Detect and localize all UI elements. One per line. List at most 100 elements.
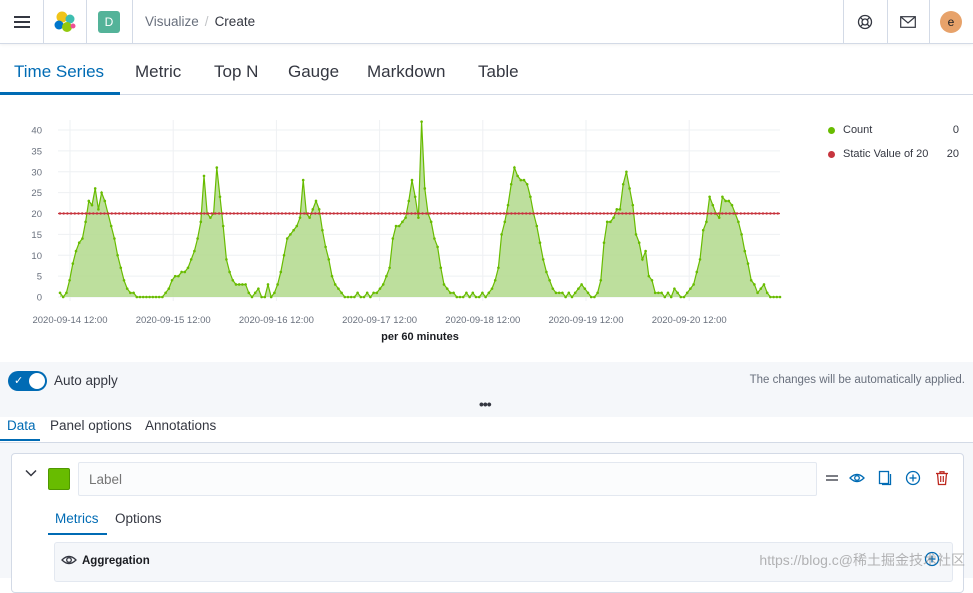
static-data-point [114, 212, 117, 215]
series-color-swatch[interactable] [48, 468, 70, 490]
tab-top-n[interactable]: Top N [214, 62, 259, 81]
static-data-point [713, 212, 717, 215]
count-data-point [516, 174, 519, 178]
static-data-point [602, 212, 606, 215]
count-data-point [141, 295, 145, 299]
count-data-point [170, 279, 174, 282]
static-data-point [488, 212, 491, 215]
tab-metric[interactable]: Metric [135, 62, 182, 81]
copy-icon[interactable] [877, 470, 893, 486]
count-data-point [679, 295, 683, 299]
user-menu-button[interactable]: e [929, 0, 973, 43]
static-data-point [717, 212, 720, 215]
count-data-point [337, 287, 340, 290]
static-data-point [443, 212, 446, 215]
series-label-input[interactable] [78, 462, 817, 496]
static-data-point [262, 212, 265, 215]
breadcrumb-visualize[interactable]: Visualize [145, 14, 199, 29]
breadcrumb-create: Create [214, 14, 256, 29]
static-data-point [695, 212, 698, 215]
static-data-point [735, 212, 739, 215]
count-data-point [625, 170, 628, 174]
static-data-point [636, 212, 639, 215]
tab-table[interactable]: Table [478, 62, 519, 81]
tab-annotations[interactable]: Annotations [145, 418, 217, 433]
count-data-point [609, 220, 612, 224]
tab-gauge[interactable]: Gauge [288, 62, 340, 81]
space-selector-button[interactable]: D [86, 0, 132, 43]
static-data-point [269, 212, 273, 215]
count-data-point [561, 291, 564, 295]
plus-circle-icon[interactable] [924, 551, 940, 572]
tab-options[interactable]: Options [115, 511, 162, 526]
eye-icon[interactable] [849, 470, 865, 486]
tab-metrics[interactable]: Metrics [55, 511, 99, 526]
count-data-point [730, 203, 734, 207]
tab-data[interactable]: Data [7, 418, 36, 433]
count-data-point [372, 291, 375, 295]
static-data-point [317, 212, 321, 215]
tab-panel-options[interactable]: Panel options [50, 418, 132, 433]
static-data-point [480, 212, 483, 215]
tab-time-series[interactable]: Time Series [14, 62, 105, 81]
static-data-point [110, 212, 114, 215]
static-data-point [454, 212, 458, 215]
count-data-point [321, 228, 324, 232]
x-tick-label: 2020-09-15 12:00 [136, 315, 211, 326]
chevron-down-icon[interactable] [24, 466, 38, 485]
avatar: e [940, 10, 962, 33]
count-data-point [317, 208, 321, 211]
count-data-point [311, 208, 315, 211]
plus-circle-icon[interactable] [905, 470, 921, 486]
static-data-point [251, 212, 254, 215]
home-logo-button[interactable] [43, 0, 86, 43]
static-data-point [532, 212, 535, 215]
static-data-point [314, 212, 317, 215]
legend-item-static-value[interactable]: Static Value of 20 20 [826, 148, 966, 172]
static-data-point [765, 212, 768, 215]
count-data-point [660, 291, 663, 295]
menu-button[interactable] [0, 0, 43, 43]
static-data-point [69, 212, 73, 215]
trash-icon[interactable] [934, 470, 950, 486]
breadcrumb: Visualize / Create [145, 14, 256, 29]
count-data-point [97, 208, 100, 211]
static-data-point [103, 212, 106, 215]
count-data-point [503, 220, 507, 224]
eye-icon[interactable] [61, 552, 77, 573]
count-data-point [346, 295, 350, 299]
count-data-point [71, 262, 75, 265]
static-data-point [469, 212, 472, 215]
count-data-point [353, 295, 356, 299]
count-data-point [548, 279, 551, 282]
legend-item-count[interactable]: Count 0 [826, 124, 966, 148]
static-data-point [462, 212, 465, 215]
count-data-point [567, 291, 571, 295]
static-data-point [203, 212, 206, 215]
static-data-point [421, 212, 424, 215]
y-tick-label: 0 [37, 293, 42, 304]
resize-handle[interactable]: ••• [479, 396, 492, 412]
hamburger-icon [13, 15, 30, 28]
static-data-point [491, 212, 495, 215]
space-avatar: D [98, 10, 120, 33]
static-data-point [721, 212, 724, 215]
auto-apply-toggle[interactable]: ✓ [8, 371, 47, 391]
count-data-point [596, 291, 599, 295]
static-data-point [358, 212, 361, 215]
tab-markdown[interactable]: Markdown [367, 62, 446, 81]
static-data-point [476, 212, 480, 215]
static-data-point [758, 212, 761, 215]
count-data-point [564, 295, 567, 299]
drag-handle-icon[interactable] [825, 470, 841, 486]
static-data-point [599, 212, 602, 215]
static-data-point [199, 212, 202, 215]
count-data-point [260, 295, 263, 299]
static-data-point [658, 212, 661, 215]
count-data-point [535, 224, 539, 228]
newsfeed-button[interactable] [887, 0, 929, 43]
help-button[interactable] [843, 0, 887, 43]
count-data-point [237, 283, 241, 286]
static-data-point [136, 212, 139, 215]
visualization-type-tabs: Time Series Metric Top N Gauge Markdown … [0, 44, 973, 95]
